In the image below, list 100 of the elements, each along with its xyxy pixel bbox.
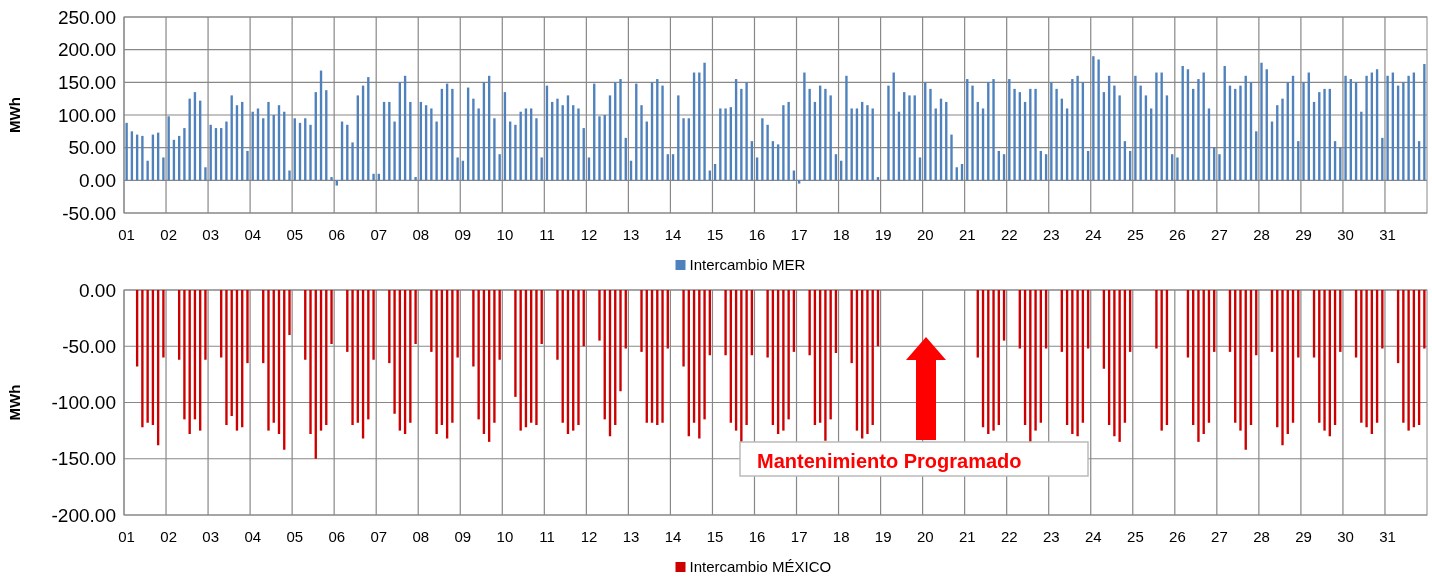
legend-label: Intercambio MÉXICO xyxy=(689,558,832,575)
x-tick-label: 05 xyxy=(286,226,304,243)
bar xyxy=(1118,95,1121,181)
bar xyxy=(1034,88,1037,181)
x-tick-label: 16 xyxy=(748,528,766,545)
x-tick-label: 15 xyxy=(706,226,724,243)
x-tick-label: 26 xyxy=(1169,528,1186,545)
x-tick-label: 18 xyxy=(832,528,850,545)
x-tick-label: 18 xyxy=(832,226,850,243)
x-tick-label: 23 xyxy=(1042,226,1060,243)
x-tick-label: 02 xyxy=(160,528,177,545)
x-tick-label: 06 xyxy=(328,226,346,243)
bar xyxy=(787,101,790,181)
bar xyxy=(472,98,475,181)
bar xyxy=(125,122,128,181)
bar xyxy=(1176,157,1179,181)
bar xyxy=(950,134,953,181)
x-tick-label: 31 xyxy=(1379,528,1396,545)
x-tick-label: 17 xyxy=(790,226,808,243)
bar xyxy=(1218,154,1221,181)
x-tick-label: 25 xyxy=(1127,226,1144,243)
y-axis-title: MWh xyxy=(6,384,23,421)
x-tick-label: 19 xyxy=(874,226,892,243)
bar xyxy=(1423,64,1426,181)
bar xyxy=(1344,75,1347,181)
bar xyxy=(577,108,580,181)
bar xyxy=(1302,82,1305,181)
x-tick-label: 06 xyxy=(328,528,346,545)
x-tick-label: 01 xyxy=(118,528,135,545)
x-tick-label: 24 xyxy=(1085,226,1102,243)
x-tick-label: 04 xyxy=(244,226,262,243)
bar xyxy=(1407,75,1410,181)
bar xyxy=(556,98,559,181)
y-tick-label: 100.00 xyxy=(57,104,116,126)
y-tick-label: -150.00 xyxy=(51,448,116,470)
bar xyxy=(1381,137,1384,181)
bar xyxy=(829,95,832,181)
bar xyxy=(330,177,333,181)
x-tick-label: 20 xyxy=(916,528,934,545)
bar xyxy=(162,157,165,181)
x-tick-label: 26 xyxy=(1169,226,1186,243)
bar xyxy=(845,75,848,181)
bar xyxy=(204,167,207,181)
bar xyxy=(1139,85,1142,181)
x-tick-label: 29 xyxy=(1295,528,1312,545)
x-tick-label: 19 xyxy=(874,528,892,545)
bar xyxy=(335,180,338,186)
x-tick-label: 29 xyxy=(1295,226,1312,243)
bar xyxy=(703,62,706,181)
y-tick-label: 50.00 xyxy=(68,137,116,159)
bar xyxy=(682,118,685,181)
bar xyxy=(766,124,769,181)
y-axis-title: MWh xyxy=(6,97,23,133)
x-tick-label: 14 xyxy=(664,226,682,243)
bar xyxy=(1155,72,1158,181)
x-tick-label: 02 xyxy=(160,226,177,243)
x-tick-label: 03 xyxy=(202,226,220,243)
bar xyxy=(451,88,454,181)
x-tick-label: 07 xyxy=(370,226,388,243)
y-tick-label: 200.00 xyxy=(57,39,116,61)
x-tick-label: 25 xyxy=(1127,528,1144,545)
x-tick-label: 30 xyxy=(1337,226,1354,243)
bar xyxy=(167,116,170,181)
x-tick-label: 27 xyxy=(1211,226,1228,243)
y-tick-label: -50.00 xyxy=(62,335,116,357)
bar xyxy=(1323,88,1326,181)
bar xyxy=(824,88,827,181)
bar xyxy=(414,177,417,181)
bar xyxy=(1076,75,1079,181)
bar xyxy=(1071,79,1074,181)
x-tick-label: 09 xyxy=(454,226,472,243)
x-tick-label: 21 xyxy=(958,226,976,243)
bar xyxy=(929,88,932,181)
bar xyxy=(866,105,869,181)
bar xyxy=(971,85,974,181)
bar xyxy=(493,118,496,181)
y-tick-label: -100.00 xyxy=(51,392,116,414)
annotation: Mantenimiento Programado xyxy=(757,450,1022,472)
bar xyxy=(661,85,664,181)
bar xyxy=(498,154,501,181)
bar xyxy=(782,105,785,181)
bar xyxy=(535,118,538,181)
x-tick-label: 13 xyxy=(622,226,640,243)
bar xyxy=(745,82,748,181)
bar xyxy=(393,121,396,181)
x-tick-label: 10 xyxy=(496,226,514,243)
y-tick-label: 0.00 xyxy=(79,169,116,191)
x-tick-label: 15 xyxy=(706,528,724,545)
x-tick-label: 05 xyxy=(286,528,304,545)
bar xyxy=(1013,88,1016,181)
x-tick-label: 24 xyxy=(1085,528,1102,545)
x-tick-label: 31 xyxy=(1379,226,1396,243)
x-tick-label: 13 xyxy=(622,528,640,545)
bar xyxy=(598,116,601,181)
bar xyxy=(183,128,186,181)
bar xyxy=(1113,85,1116,181)
bar xyxy=(1386,75,1389,181)
bar xyxy=(1239,85,1242,181)
x-tick-label: 10 xyxy=(496,528,514,545)
x-tick-label: 22 xyxy=(1000,528,1018,545)
